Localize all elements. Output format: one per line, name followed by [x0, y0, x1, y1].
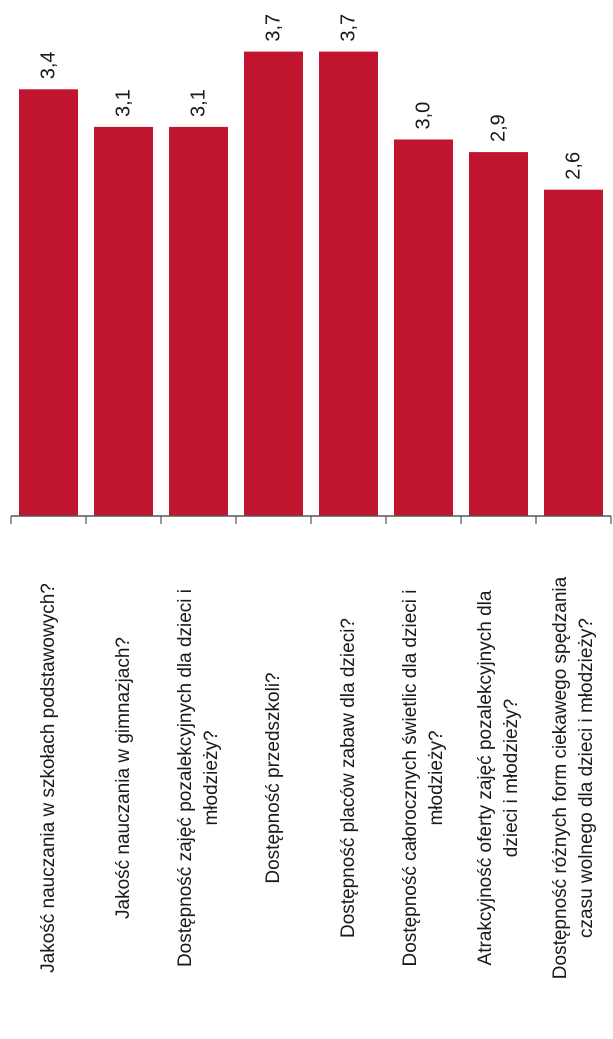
category-label-line: czasu wolnego dla dzieci i młodzieży?	[576, 618, 597, 938]
bar	[169, 126, 228, 517]
category-labels: Jakość nauczania w szkołach podstawowych…	[38, 576, 597, 979]
value-label: 2,6	[563, 152, 585, 180]
bar	[544, 189, 603, 516]
category-label: Atrakcyjność oferty zajęć pozalekcyjnych…	[475, 590, 522, 965]
value-label: 3,7	[263, 14, 285, 42]
category-label-line: Dostępność zajęć pozalekcyjnych dla dzie…	[175, 589, 196, 967]
bars-group	[19, 51, 603, 517]
category-label-line: dzieci i młodzieży?	[501, 699, 522, 857]
category-label-line: młodzieży?	[426, 730, 447, 825]
category-label-line: Jakość nauczania w gimnazjach?	[113, 637, 134, 919]
value-label: 3,1	[113, 89, 135, 117]
category-label-line: Dostępność placów zabaw dla dzieci?	[338, 618, 359, 938]
category-label: Jakość nauczania w szkołach podstawowych…	[38, 583, 59, 973]
category-label-line: Dostępność całorocznych świetlic dla dzi…	[400, 590, 421, 967]
bar	[19, 89, 78, 517]
value-label: 3,4	[38, 51, 60, 79]
category-label: Dostępność przedszkoli?	[263, 672, 284, 883]
value-label: 3,0	[413, 102, 435, 130]
bar	[94, 126, 153, 517]
category-label-line: Dostępność przedszkoli?	[263, 672, 284, 883]
category-label-line: Dostępność różnych form ciekawego spędza…	[550, 576, 571, 979]
value-labels: 3,4 3,1 3,1 3,7 3,7 3,0 2,9 2,6	[38, 14, 585, 180]
category-axis	[10, 515, 612, 524]
bar	[469, 152, 528, 516]
value-label: 3,1	[188, 89, 210, 117]
category-label: Dostępność placów zabaw dla dzieci?	[338, 618, 359, 938]
category-label: Dostępność zajęć pozalekcyjnych dla dzie…	[175, 589, 222, 967]
value-label: 3,7	[338, 14, 360, 42]
bar	[244, 51, 303, 516]
value-label: 2,9	[488, 114, 510, 142]
category-label-line: Jakość nauczania w szkołach podstawowych…	[38, 583, 59, 973]
category-label-line: Atrakcyjność oferty zajęć pozalekcyjnych…	[475, 590, 496, 965]
bar	[394, 139, 453, 516]
category-label: Jakość nauczania w gimnazjach?	[113, 637, 134, 919]
category-label-line: młodzieży?	[201, 730, 222, 825]
category-label: Dostępność różnych form ciekawego spędza…	[550, 576, 597, 979]
category-label: Dostępność całorocznych świetlic dla dzi…	[400, 590, 447, 967]
bar	[319, 51, 378, 516]
